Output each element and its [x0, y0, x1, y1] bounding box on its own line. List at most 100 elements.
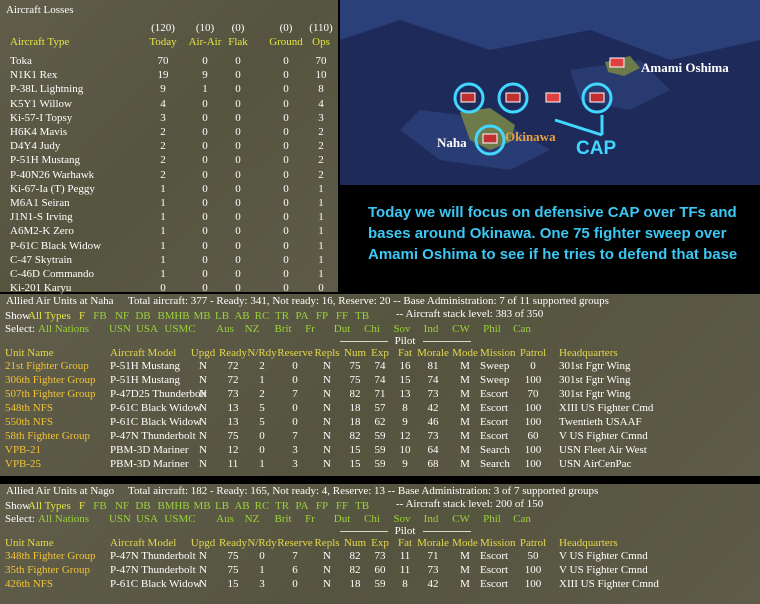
nation-filter[interactable]: Can — [513, 513, 531, 525]
nation-filter[interactable]: USMC — [164, 323, 196, 335]
unit-cell: 42 — [427, 578, 439, 590]
type-filter[interactable]: LB — [214, 500, 230, 512]
type-filter[interactable]: All Types — [28, 500, 71, 512]
type-filter[interactable]: TB — [354, 310, 370, 322]
unit-name[interactable]: 507th Fighter Group — [5, 388, 96, 400]
unit-cell: P-61C Black Widow — [110, 402, 202, 414]
unit-cell: N — [323, 578, 331, 590]
type-filter[interactable]: All Types — [28, 310, 71, 322]
unit-name[interactable]: VPB-25 — [5, 458, 42, 470]
type-filter[interactable]: FF — [335, 310, 349, 322]
loss-count: 0 — [283, 83, 289, 96]
type-filter[interactable]: RC — [254, 500, 270, 512]
unit-name[interactable]: 348th Fighter Group — [5, 550, 96, 562]
unit-cell: M — [460, 374, 470, 386]
nation-filter[interactable]: Chi — [364, 513, 380, 525]
type-filter[interactable]: FP — [315, 310, 329, 322]
type-filter[interactable]: FB — [93, 310, 107, 322]
nation-filter[interactable]: All Nations — [38, 513, 90, 525]
unit-cell: 74 — [427, 374, 439, 386]
nation-filter[interactable]: USMC — [164, 513, 196, 525]
type-filter[interactable]: NF — [114, 310, 130, 322]
nation-filter[interactable]: Dut — [333, 323, 351, 335]
unit-name[interactable]: 58th Fighter Group — [5, 430, 90, 442]
unit-name[interactable]: 548th NFS — [5, 402, 53, 414]
unit-name[interactable]: 550th NFS — [5, 416, 53, 428]
nation-filter[interactable]: Aus — [216, 513, 234, 525]
nation-filter[interactable]: USN — [108, 513, 132, 525]
type-filter[interactable]: LB — [214, 310, 230, 322]
nation-filter[interactable]: Ind — [423, 513, 439, 525]
nation-filter[interactable]: Dut — [333, 513, 351, 525]
aircraft-type: P-38L Lightning — [10, 83, 84, 96]
nation-filter[interactable]: All Nations — [38, 323, 90, 335]
unit-name[interactable]: 35th Fighter Group — [5, 564, 90, 576]
unit-cell: 12 — [227, 444, 239, 456]
unit-name[interactable]: 426th NFS — [5, 578, 53, 590]
type-filter[interactable]: DB — [135, 500, 151, 512]
loss-count: 1 — [160, 253, 166, 266]
type-filter[interactable]: TR — [274, 310, 290, 322]
unit-name[interactable]: 306th Fighter Group — [5, 374, 96, 386]
unit-name[interactable]: 21st Fighter Group — [5, 360, 89, 372]
column-header: Mode — [452, 347, 478, 359]
nation-filter[interactable]: NZ — [244, 513, 260, 525]
nation-filter[interactable]: USA — [135, 323, 159, 335]
select-label: Select: — [5, 323, 35, 335]
nation-filter[interactable]: USA — [135, 513, 159, 525]
losses-panel: Aircraft Losses (120) (10) (0) (0) (110) Aircr… — [0, 0, 338, 294]
unit-cell: Search — [480, 444, 510, 456]
type-filter[interactable]: FF — [335, 500, 349, 512]
type-filter[interactable]: BM — [157, 500, 175, 512]
nation-filter[interactable]: CW — [452, 323, 470, 335]
column-header: Exp — [371, 537, 389, 549]
unit-name[interactable]: VPB-21 — [5, 444, 42, 456]
loss-count: 1 — [318, 268, 324, 280]
type-filter[interactable]: HB — [174, 310, 190, 322]
type-filter[interactable]: RC — [254, 310, 270, 322]
type-filter[interactable]: AB — [234, 310, 250, 322]
annotation: Today we will focus on defensive CAP ove… — [368, 204, 738, 263]
nation-filter[interactable]: Aus — [216, 323, 234, 335]
unit-cell: PBM-3D Mariner — [110, 458, 189, 470]
loss-count: 0 — [283, 55, 289, 67]
nation-filter[interactable]: CW — [452, 513, 470, 525]
column-header: Fat — [397, 347, 413, 359]
type-filter[interactable]: F — [78, 310, 86, 322]
type-filter[interactable]: TB — [354, 500, 370, 512]
nation-filter[interactable]: Phil — [483, 323, 501, 335]
nation-filter[interactable]: USN — [108, 323, 132, 335]
type-filter[interactable]: NF — [114, 500, 130, 512]
nation-filter[interactable]: Brit — [274, 513, 292, 525]
loss-count: 0 — [235, 211, 241, 224]
type-filter[interactable]: FB — [93, 500, 107, 512]
unit-cell: 15 — [349, 444, 361, 456]
nation-filter[interactable]: Chi — [364, 323, 380, 335]
type-filter[interactable]: FP — [315, 500, 329, 512]
nation-filter[interactable]: Fr — [305, 323, 315, 335]
loss-count: 19 — [157, 69, 169, 82]
type-filter[interactable]: PA — [295, 310, 309, 322]
type-filter[interactable]: DB — [135, 310, 151, 322]
nation-filter[interactable]: Ind — [423, 323, 439, 335]
type-filter[interactable]: AB — [234, 500, 250, 512]
loss-count: 0 — [202, 168, 208, 181]
type-filter[interactable]: BM — [157, 310, 175, 322]
type-filter[interactable]: PA — [295, 500, 309, 512]
nation-filter[interactable]: Brit — [274, 323, 292, 335]
type-filter[interactable]: F — [78, 500, 86, 512]
unit-cell: 7 — [292, 388, 298, 400]
nation-filter[interactable]: Sov — [393, 513, 411, 525]
unit-cell: 15 — [227, 578, 239, 590]
nation-filter[interactable]: Can — [513, 323, 531, 335]
type-filter[interactable]: HB — [174, 500, 190, 512]
type-filter[interactable]: TR — [274, 500, 290, 512]
nation-filter[interactable]: Phil — [483, 513, 501, 525]
nation-filter[interactable]: Sov — [393, 323, 411, 335]
type-filter[interactable]: MB — [193, 310, 211, 322]
type-filter[interactable]: MB — [193, 500, 211, 512]
nation-filter[interactable]: NZ — [244, 323, 260, 335]
base-summary: Total aircraft: 377 - Ready: 341, Not re… — [128, 295, 609, 307]
nation-filter[interactable]: Fr — [305, 513, 315, 525]
unit-cell: 50 — [527, 550, 539, 562]
